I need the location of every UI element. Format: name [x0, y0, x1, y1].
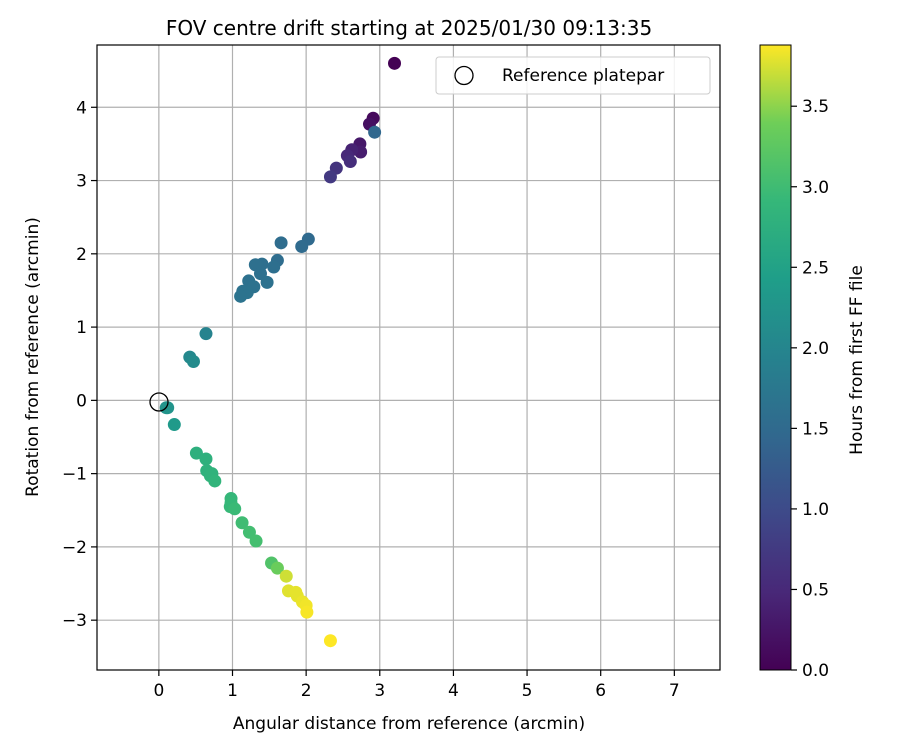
data-point	[199, 452, 213, 466]
legend-label-reference: Reference platepar	[502, 66, 664, 86]
data-point	[167, 418, 181, 432]
colorbar-tick-label: 0.5	[802, 580, 829, 600]
colorbar-tick-label: 0.0	[802, 661, 829, 681]
y-tick-label: 4	[76, 98, 87, 118]
colorbar-tick-label: 2.5	[802, 258, 829, 278]
data-point	[274, 236, 288, 250]
x-tick-label: 4	[448, 681, 459, 701]
x-tick-label: 0	[153, 681, 164, 701]
colorbar: 0.0 0.5 1.0 1.5 2.0 2.5 3.0 3.5 Hours from firs…	[759, 44, 867, 681]
colorbar-tick-label: 1.0	[802, 500, 829, 520]
y-axis-label: Rotation from reference (arcmin)	[23, 217, 43, 497]
data-point	[199, 327, 213, 341]
y-tick-label: 1	[76, 318, 87, 338]
data-point	[234, 289, 248, 303]
chart-title: FOV centre drift starting at 2025/01/30 …	[166, 16, 652, 40]
colorbar-ticks: 0.0 0.5 1.0 1.5 2.0 2.5 3.0 3.5	[791, 97, 829, 681]
y-tick-label: −3	[62, 611, 87, 631]
x-axis-ticks: 0 1 2 3 4 5 6 7	[153, 670, 680, 701]
data-point	[208, 474, 222, 488]
data-point	[388, 56, 402, 70]
colorbar-tick-label: 1.5	[802, 419, 829, 439]
x-tick-label: 2	[301, 681, 312, 701]
colorbar-tick-label: 2.0	[802, 339, 829, 359]
y-axis-ticks: −3 −2 −1 0 1 2 3 4	[62, 98, 97, 631]
data-point	[270, 561, 284, 575]
data-point	[260, 275, 274, 289]
data-point	[343, 155, 357, 169]
data-points	[159, 56, 402, 648]
data-point	[228, 502, 242, 516]
colorbar-label: Hours from first FF file	[847, 265, 867, 455]
y-tick-label: −1	[62, 465, 87, 485]
grid-lines	[97, 45, 720, 670]
y-tick-label: −2	[62, 538, 87, 558]
legend-marker-reference	[454, 65, 474, 86]
x-tick-label: 7	[669, 681, 680, 701]
colorbar-gradient	[759, 44, 792, 671]
reference-point-marker	[149, 392, 169, 412]
data-point	[267, 260, 281, 274]
plot-frame	[96, 44, 721, 671]
legend-box	[435, 56, 711, 95]
data-point	[300, 605, 314, 619]
data-point	[249, 534, 263, 548]
data-point	[295, 239, 309, 253]
x-tick-label: 3	[374, 681, 385, 701]
data-point	[323, 170, 337, 184]
colorbar-tick-label: 3.0	[802, 178, 829, 198]
data-point	[323, 634, 337, 648]
x-tick-label: 6	[595, 681, 606, 701]
y-tick-label: 0	[76, 391, 87, 411]
x-tick-label: 1	[227, 681, 238, 701]
x-axis-label: Angular distance from reference (arcmin)	[233, 714, 585, 734]
data-point	[186, 355, 200, 369]
data-point	[235, 516, 249, 530]
data-point	[368, 125, 382, 139]
data-point	[161, 401, 175, 415]
x-tick-label: 5	[522, 681, 533, 701]
colorbar-tick-label: 3.5	[802, 97, 829, 117]
y-tick-label: 3	[76, 172, 87, 192]
data-point	[279, 569, 293, 583]
legend: Reference platepar	[435, 56, 711, 95]
y-tick-label: 2	[76, 245, 87, 265]
data-point	[189, 446, 203, 460]
